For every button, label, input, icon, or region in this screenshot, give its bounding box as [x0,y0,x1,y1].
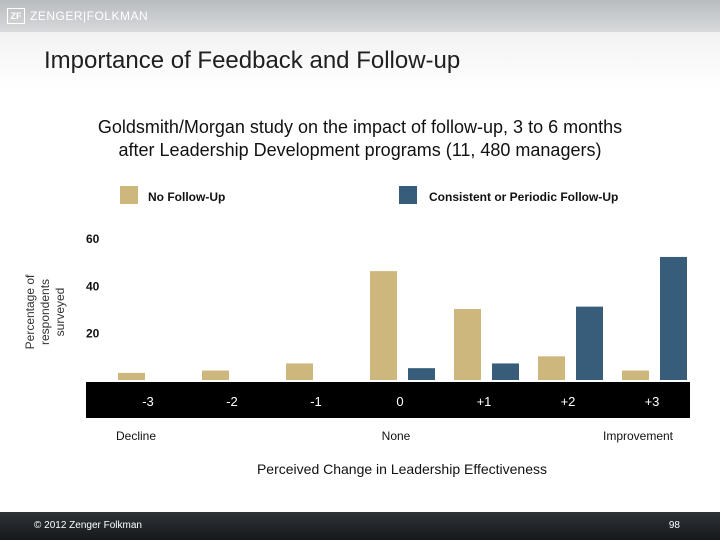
bar-no-follow-up-5 [538,356,565,380]
subtitle-line-1: Goldsmith/Morgan study on the impact of … [97,117,623,137]
category-axis-band [86,382,690,418]
subtitle-line-2: after Leadership Development programs (1… [118,140,602,160]
footer-copyright: © 2012 Zenger Folkman [34,520,142,531]
bar-follow-up-3 [408,368,435,380]
x-axis-title: Perceived Change in Leadership Effective… [257,461,547,477]
category-label: +1 [477,394,492,409]
y-axis-title-line-2: respondents [38,279,52,345]
group-label-none: None [382,429,411,443]
bar-follow-up-5 [576,306,603,380]
bar-no-follow-up-0 [118,372,145,380]
bars [118,256,687,380]
category-label: -3 [142,394,154,409]
y-axis-title-line-1: Percentage of [23,274,37,349]
logo-mark: ZF [7,8,25,24]
y-tick-label: 60 [86,232,100,246]
slide-title: Importance of Feedback and Follow-up [44,47,461,74]
logo-text: ZENGER|FOLKMAN [30,9,149,23]
category-label: -2 [226,394,238,409]
y-axis-title-line-3: surveyed [53,288,67,337]
bar-no-follow-up-4 [454,309,481,380]
group-label-decline: Decline [116,429,156,443]
category-label: +2 [561,394,576,409]
bar-no-follow-up-3 [370,271,397,380]
slide-subtitle: Goldsmith/Morgan study on the impact of … [0,116,720,162]
bar-chart: No Follow-Up Consistent or Periodic Foll… [23,186,690,477]
footer-bar: © 2012 Zenger Folkman 98 [0,512,720,540]
bar-follow-up-6 [660,256,687,380]
bar-no-follow-up-2 [286,363,313,380]
top-bar: ZF ZENGER|FOLKMAN [0,0,720,32]
legend-label-follow-up: Consistent or Periodic Follow-Up [429,190,618,204]
bar-no-follow-up-1 [202,370,229,380]
legend-label-no-follow-up: No Follow-Up [148,190,225,204]
legend-swatch-follow-up [399,186,417,204]
page-number: 98 [668,520,680,531]
y-ticks: 20 40 60 [86,232,100,341]
y-tick-label: 40 [86,279,100,293]
category-label: -1 [310,394,322,409]
category-label: +3 [645,394,660,409]
category-label: 0 [396,394,403,409]
legend-swatch-no-follow-up [120,186,138,204]
bar-follow-up-4 [492,363,519,380]
bar-no-follow-up-6 [622,370,649,380]
category-labels: -3 -2 -1 0 +1 +2 +3 [142,394,659,409]
y-tick-label: 20 [86,327,100,341]
group-label-improvement: Improvement [603,429,674,443]
title-band [0,32,720,88]
